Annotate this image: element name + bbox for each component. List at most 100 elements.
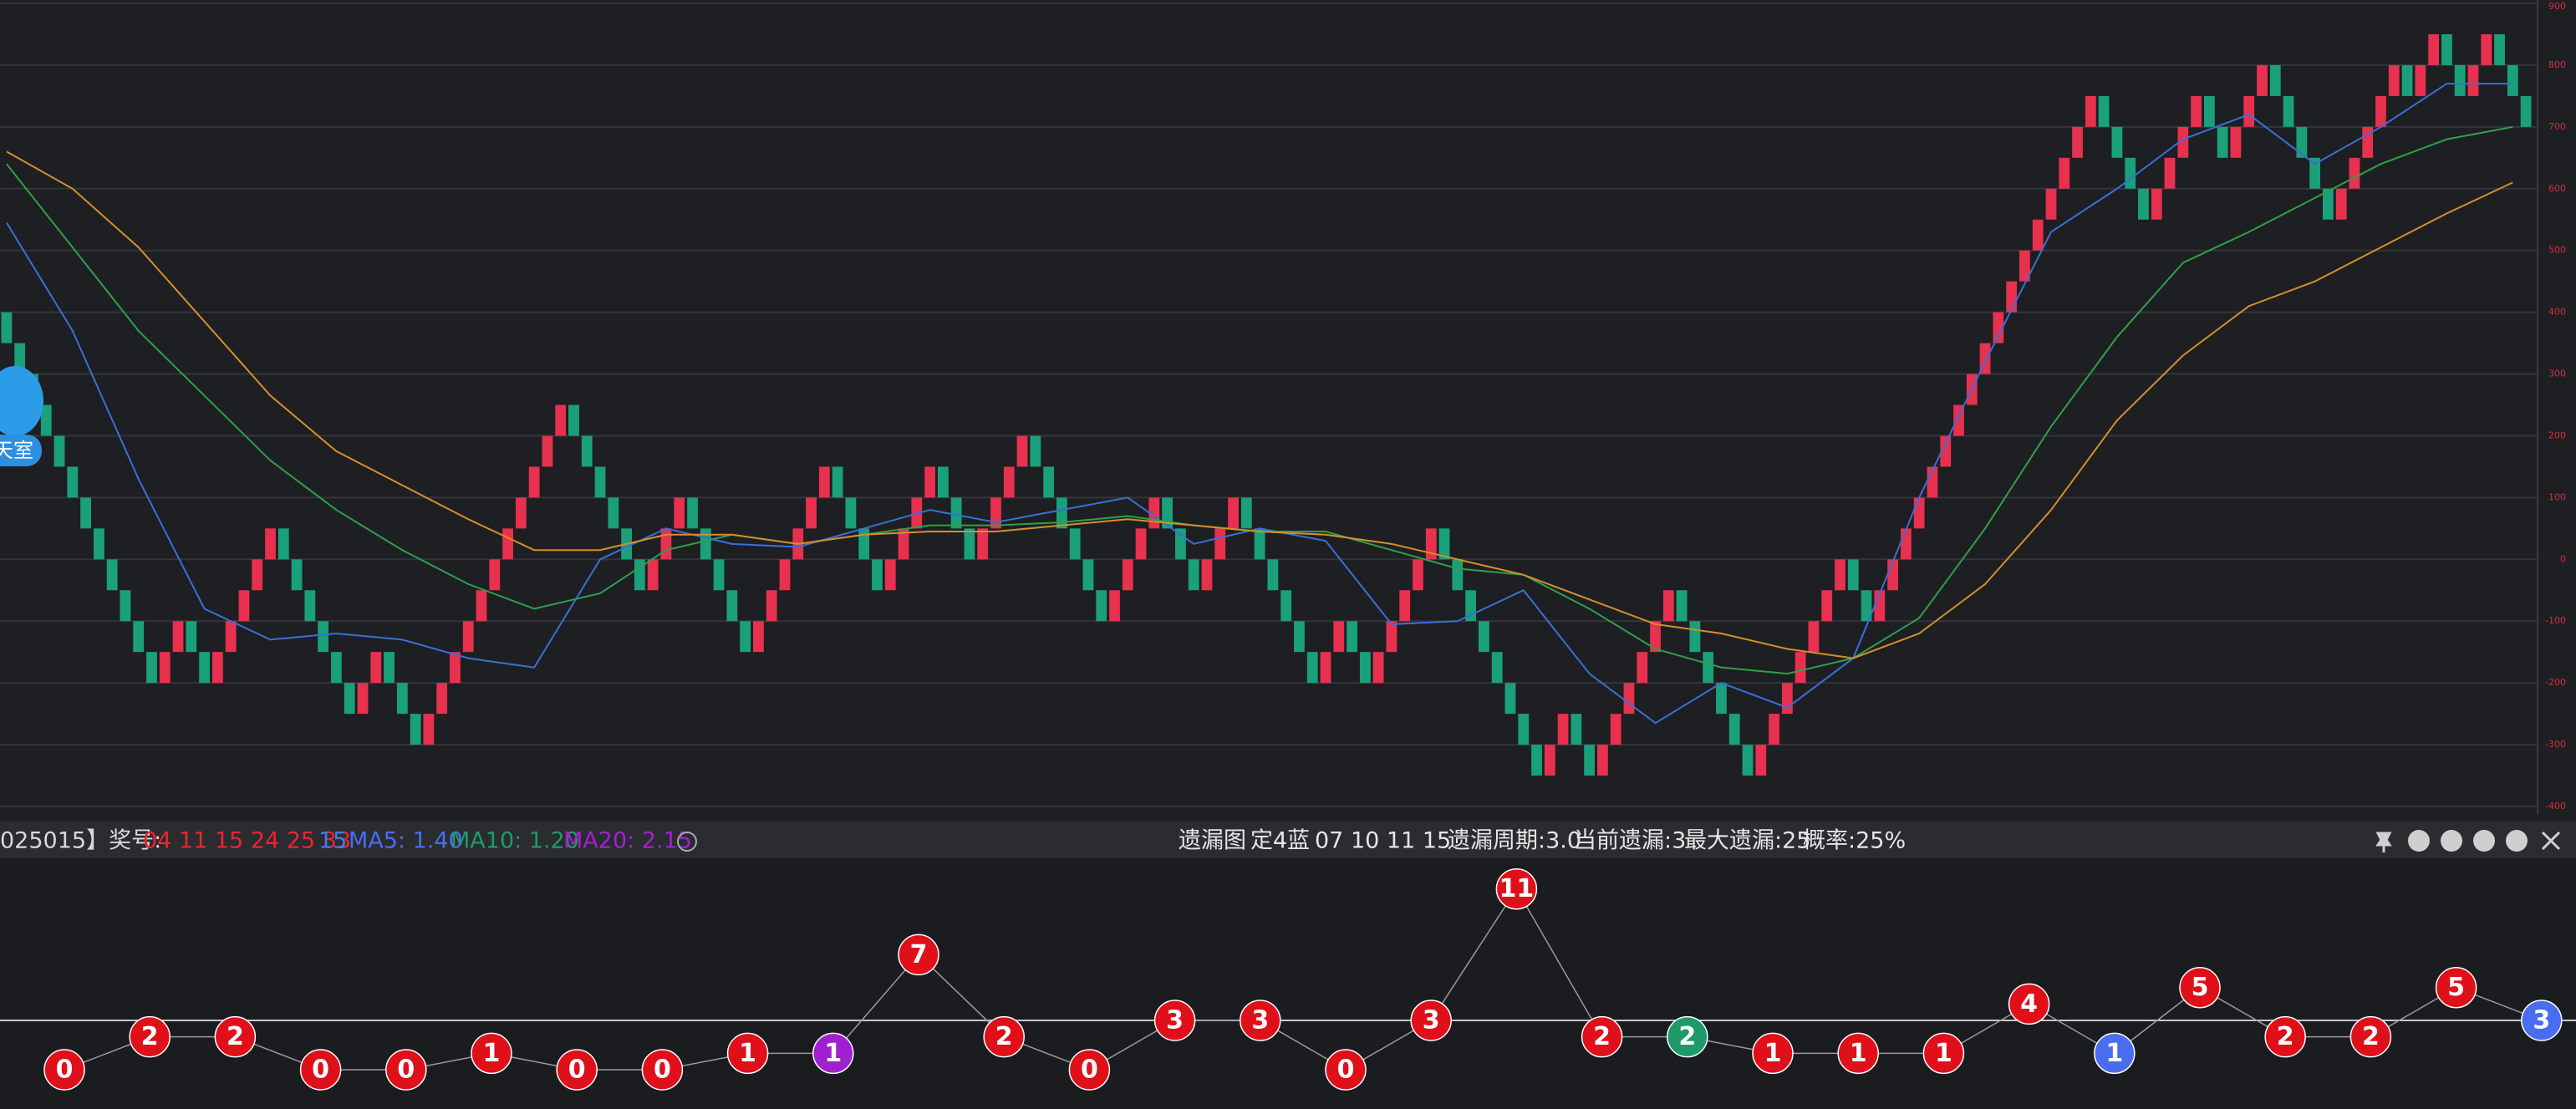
renko-brick — [2191, 95, 2202, 127]
omission-ball — [1068, 1049, 1111, 1091]
renko-brick — [872, 559, 883, 591]
omission-label: 11 — [1499, 874, 1535, 903]
renko-brick — [1571, 714, 1582, 745]
omission-ball — [812, 1032, 854, 1075]
renko-brick — [2085, 95, 2096, 127]
help-icon[interactable] — [677, 832, 697, 852]
renko-brick — [304, 590, 316, 622]
renko-brick — [2507, 64, 2518, 96]
renko-brick — [2045, 188, 2057, 220]
renko-brick — [476, 590, 487, 622]
settings-button[interactable] — [2506, 830, 2528, 852]
renko-brick — [1030, 435, 1041, 467]
renko-brick — [423, 714, 435, 745]
renko-brick — [1703, 652, 1714, 684]
renko-brick — [489, 559, 501, 591]
renko-brick — [2269, 64, 2281, 96]
renko-brick — [1953, 404, 1964, 436]
current: 当前遗漏:3 — [1574, 828, 1686, 854]
renko-brick — [277, 528, 289, 560]
renko-brick — [1043, 466, 1054, 498]
omission-ball — [129, 1015, 171, 1058]
omission-label: 3 — [2533, 1006, 2550, 1035]
renko-brick — [1306, 652, 1318, 684]
omission-ball — [214, 1015, 257, 1058]
renko-brick — [740, 621, 751, 653]
pin-button[interactable] — [2375, 832, 2392, 852]
renko-brick — [2257, 64, 2268, 96]
y-tick-label: -100 — [2545, 615, 2566, 626]
renko-brick — [172, 621, 184, 653]
renko-brick — [1016, 435, 1028, 467]
renko-brick — [700, 528, 711, 560]
renko-brick — [2059, 157, 2070, 189]
widget-icon[interactable] — [0, 366, 43, 436]
omission-label: 3 — [1166, 1006, 1184, 1035]
renko-brick — [1069, 528, 1081, 560]
renko-brick — [1372, 652, 1384, 684]
renko-brick — [344, 683, 355, 715]
y-tick-label: 200 — [2548, 430, 2566, 440]
renko-brick — [133, 621, 145, 653]
widget-label: 天室 — [0, 439, 33, 462]
renko-brick — [1847, 559, 1859, 591]
renko-brick — [1082, 559, 1094, 591]
renko-brick — [1835, 559, 1845, 591]
widget-label-bg — [0, 435, 42, 466]
renko-brick — [2203, 95, 2215, 127]
ma20-legend: MA20: 2.15 — [563, 828, 692, 854]
renko-brick — [924, 466, 935, 498]
omission-ball — [556, 1049, 598, 1091]
omission-label: 0 — [312, 1056, 329, 1085]
renko-brick — [2072, 126, 2083, 158]
close-button[interactable] — [2541, 831, 2561, 851]
omission-label: 2 — [995, 1022, 1013, 1051]
renko-chart: 900 800 700 600 500 400 300 200 100 0 -100 -200 -300… — [0, 1, 2566, 811]
renko-brick — [53, 435, 65, 467]
renko-brick — [660, 528, 672, 560]
omission-label: 2 — [2277, 1022, 2294, 1051]
chat-widget[interactable]: 天室 — [0, 366, 43, 466]
omission-label: 5 — [2192, 973, 2209, 1002]
renko-brick — [146, 652, 157, 684]
renko-brick — [1716, 683, 1727, 715]
renko-brick — [331, 652, 342, 684]
renko-brick — [1650, 621, 1661, 653]
omission-ball — [1153, 1000, 1196, 1041]
renko-brick — [1240, 497, 1252, 529]
renko-brick — [2349, 157, 2360, 189]
omission-label: 2 — [1678, 1022, 1696, 1051]
renko-brick — [384, 652, 395, 684]
renko-brick — [370, 652, 382, 684]
renko-brick — [1267, 559, 1279, 591]
renko-brick — [396, 683, 408, 715]
omission-ball — [471, 1032, 512, 1075]
renko-brick — [1333, 621, 1345, 653]
omission-ball — [1667, 1015, 1708, 1058]
renko-brick — [93, 528, 104, 560]
renko-brick — [1993, 312, 2004, 343]
renko-brick — [937, 466, 949, 498]
renko-brick — [515, 497, 527, 529]
omission-ball — [2264, 1015, 2306, 1058]
renko-brick — [120, 590, 131, 622]
renko-brick — [1386, 621, 1397, 653]
renko-brick — [884, 559, 896, 591]
up-button[interactable] — [2441, 830, 2462, 852]
renko-brick — [1122, 559, 1133, 591]
omission-label: 1 — [824, 1039, 842, 1068]
ma10-legend: MA10: 1.20 — [451, 828, 579, 854]
renko-brick — [1662, 590, 1674, 622]
y-tick-label: -400 — [2545, 801, 2566, 811]
renko-brick — [2335, 188, 2347, 220]
renko-brick — [1504, 683, 1516, 715]
omission-ball — [299, 1049, 342, 1091]
omission-ball — [1837, 1032, 1879, 1075]
ma5-legend: MA5: 1.40 — [349, 828, 463, 854]
renko-brick — [1518, 714, 1530, 745]
down-button[interactable] — [2473, 830, 2495, 852]
back-button[interactable] — [2408, 830, 2430, 852]
renko-brick — [1438, 528, 1450, 560]
renko-brick — [1479, 621, 1489, 653]
renko-brick — [1254, 528, 1265, 560]
